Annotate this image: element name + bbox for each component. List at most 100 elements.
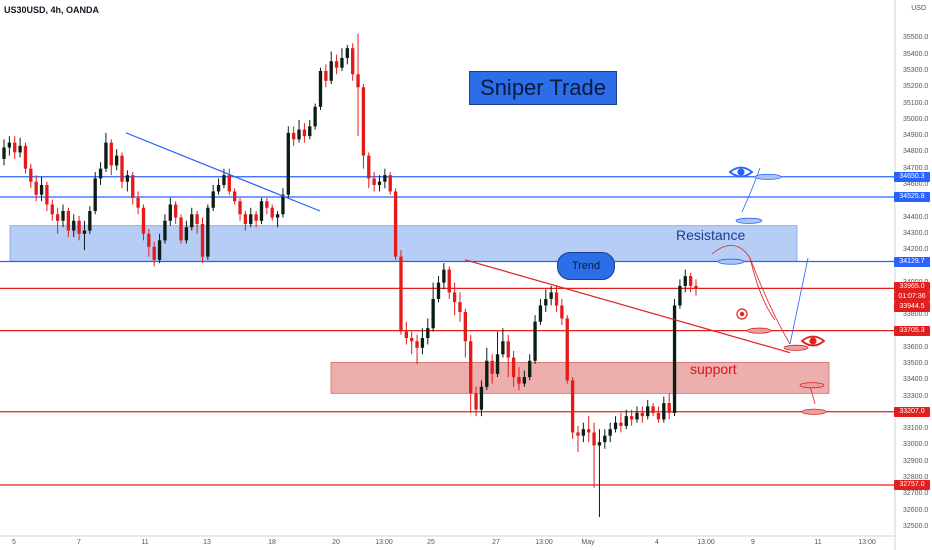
candle-body	[463, 311, 467, 342]
candle-body	[61, 211, 65, 221]
candle-body	[361, 87, 366, 156]
candle-body	[431, 298, 435, 329]
candle-body	[629, 416, 634, 420]
candle-body	[125, 175, 130, 182]
y-tick-label: 32700.0	[903, 490, 929, 498]
target-oval	[783, 344, 809, 351]
price-badge: 34525.8	[894, 192, 930, 203]
candle-body	[109, 142, 113, 166]
y-tick-label: 34600.0	[903, 180, 929, 188]
sniper-trade-title: Sniper Trade	[469, 71, 617, 105]
candle-body	[683, 276, 687, 286]
x-tick-label: 13:00	[858, 539, 876, 546]
candle-body	[23, 145, 28, 169]
y-tick-label: 34300.0	[903, 229, 929, 237]
y-tick-label: 35200.0	[903, 83, 929, 91]
target-oval	[801, 408, 827, 415]
x-tick-label: 25	[427, 539, 435, 546]
candle-body	[120, 155, 124, 182]
candle-body	[39, 184, 44, 195]
candle-body	[656, 412, 661, 420]
candle-body	[50, 204, 54, 215]
y-tick-label: 32500.0	[903, 522, 929, 530]
y-tick-label: 35500.0	[903, 34, 929, 42]
candle-body	[233, 191, 237, 202]
candle-body	[259, 201, 264, 221]
candle-body	[624, 416, 628, 426]
candle-body	[206, 207, 210, 257]
candle-body	[222, 175, 226, 185]
candle-body	[157, 240, 162, 260]
candle-body	[511, 357, 516, 378]
candle-body	[672, 305, 677, 413]
target-icon-center	[739, 311, 745, 317]
price-badge: 32757.0	[894, 480, 930, 491]
target-oval	[799, 382, 825, 389]
candle-body	[597, 442, 602, 446]
candle-body	[447, 269, 451, 293]
price-badge: 01:07:36	[894, 292, 930, 303]
price-badge: 33944.5	[894, 302, 930, 313]
x-tick-label: 13:00	[535, 539, 553, 546]
candle-body	[570, 380, 575, 433]
y-tick-label: 32600.0	[903, 506, 929, 514]
candle-body	[93, 178, 97, 212]
candle-body	[399, 256, 403, 332]
candle-body	[351, 48, 355, 75]
candle-body	[292, 132, 296, 140]
candle-body	[442, 269, 446, 283]
eye-icon-pupil	[809, 337, 817, 345]
candle-body	[82, 230, 87, 234]
candle-body	[152, 246, 156, 260]
projection-path	[749, 257, 791, 345]
candle-body	[426, 328, 430, 338]
candle-body	[646, 406, 650, 417]
y-tick-label: 35000.0	[903, 115, 929, 123]
target-icon	[736, 308, 748, 320]
candle-body	[55, 214, 60, 221]
candle-body	[383, 175, 387, 182]
candle-body	[485, 360, 489, 387]
candle-body	[340, 57, 344, 68]
y-tick-label: 34800.0	[903, 148, 929, 156]
candle-body	[334, 61, 339, 68]
candle-body	[227, 175, 231, 192]
candle-body	[72, 220, 76, 231]
x-tick-label: 11	[141, 539, 149, 546]
y-tick-label: 34900.0	[903, 132, 929, 140]
candle-body	[168, 204, 172, 221]
candle-body	[302, 129, 307, 137]
price-badge: 33965.0	[894, 282, 930, 293]
candle-body	[195, 214, 199, 225]
resistance-label: Resistance	[676, 227, 746, 243]
candle-body	[506, 341, 510, 358]
candle-body	[286, 132, 290, 195]
candle-body	[114, 155, 119, 166]
support-label: support	[690, 361, 737, 377]
candle-body	[544, 298, 548, 306]
price-badge: 34650.3	[894, 171, 930, 182]
candle-body	[474, 393, 478, 410]
y-tick-label: 35100.0	[903, 99, 929, 107]
candle-body	[415, 341, 419, 348]
y-tick-label: 33300.0	[903, 392, 929, 400]
candle-body	[479, 386, 484, 410]
resistance-zone	[9, 225, 798, 262]
candle-body	[613, 422, 618, 430]
y-tick-label: 33600.0	[903, 343, 929, 351]
candle-body	[249, 214, 253, 225]
eye-icon-pupil	[737, 168, 745, 176]
candle-body	[694, 285, 698, 289]
candle-body	[141, 207, 146, 234]
candle-body	[452, 292, 457, 303]
candle-body	[313, 106, 317, 127]
candle-body	[619, 422, 623, 426]
candle-body	[560, 305, 564, 319]
candle-body	[131, 175, 135, 198]
candle-body	[173, 204, 178, 218]
y-tick-label: 32800.0	[903, 474, 929, 482]
candle-body	[554, 292, 559, 306]
candle-body	[308, 126, 312, 137]
